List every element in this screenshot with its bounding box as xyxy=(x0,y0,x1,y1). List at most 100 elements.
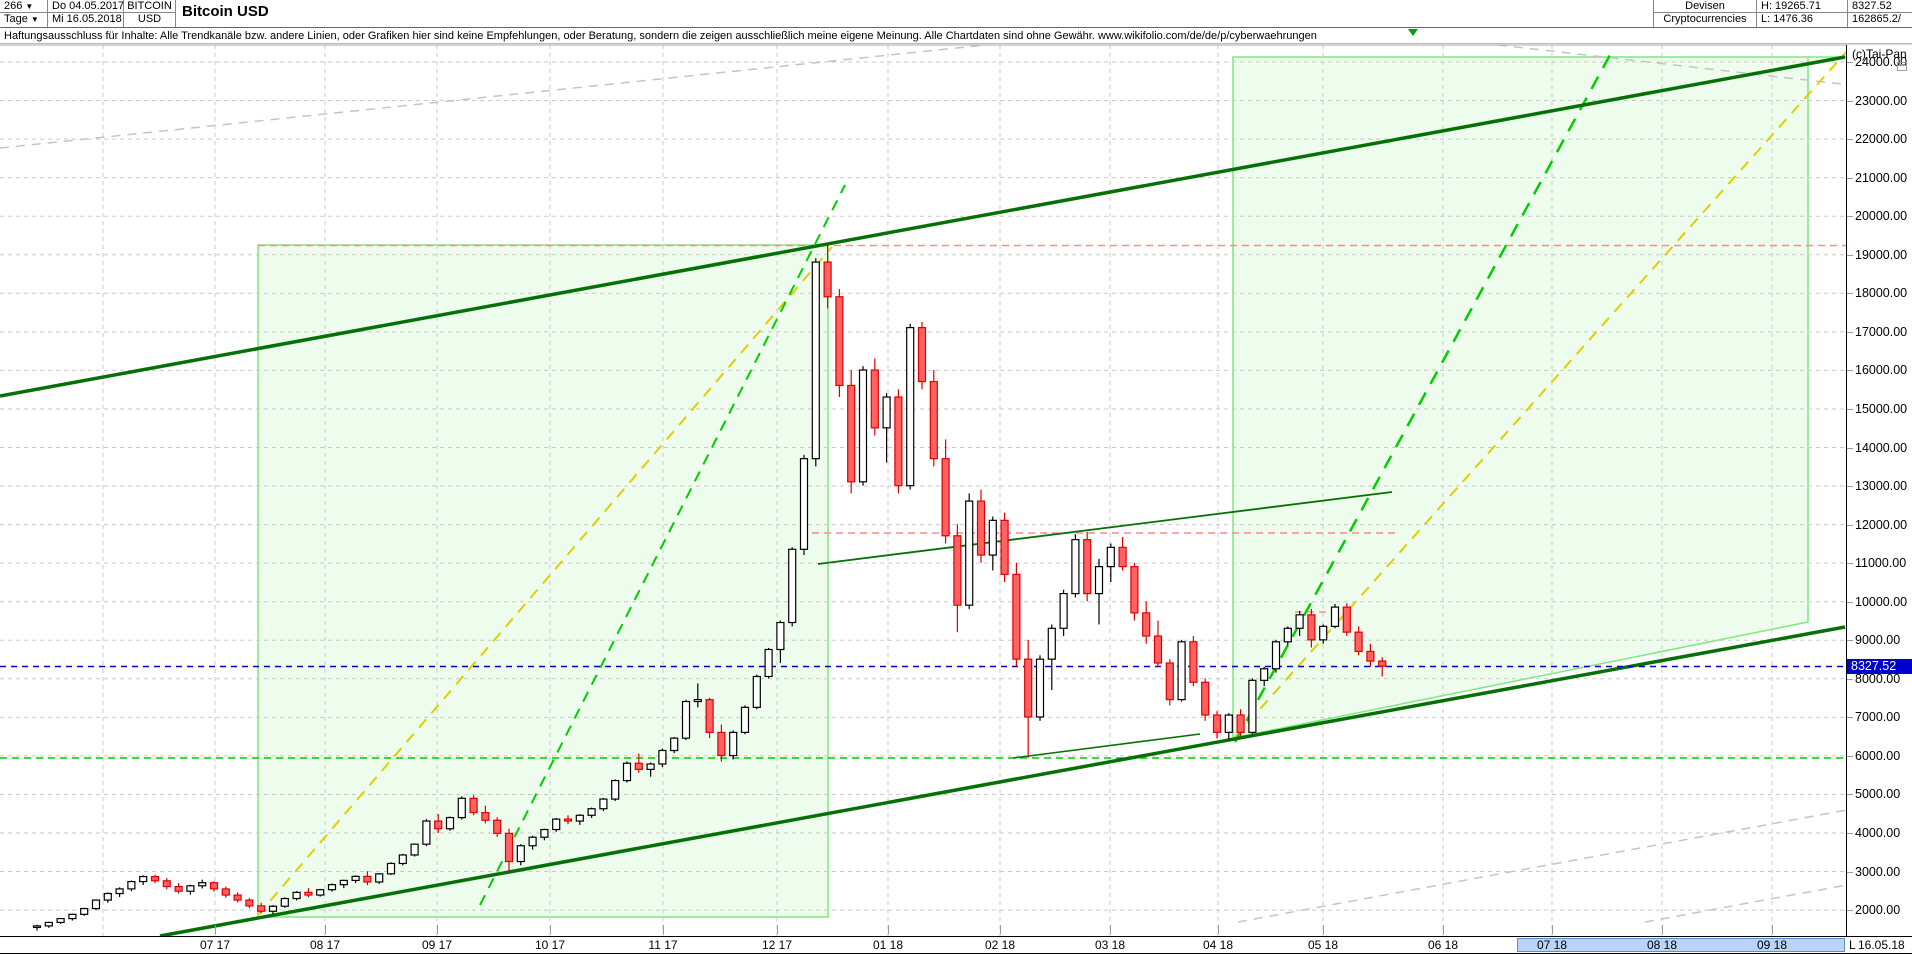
month-tick xyxy=(1443,925,1444,934)
currency-label: USD xyxy=(124,13,176,27)
date-from[interactable]: Do 04.05.2017 xyxy=(48,0,124,13)
trend-box xyxy=(1232,56,1809,739)
candle-body xyxy=(103,892,112,901)
month-label: 05 18 xyxy=(1307,938,1339,952)
price-scale-tick xyxy=(1847,254,1853,256)
green-steep-2017-line xyxy=(479,184,846,906)
candle-body xyxy=(292,891,301,900)
price-scale-tick xyxy=(1847,293,1853,295)
month-label: 07 17 xyxy=(199,938,231,952)
month-tick xyxy=(663,925,664,934)
candle-body xyxy=(1165,662,1174,701)
price-scale-tick xyxy=(1847,139,1853,141)
candle-body xyxy=(1047,627,1056,660)
price-scale-label: 20000.00 xyxy=(1855,209,1908,224)
candle-body xyxy=(764,648,773,678)
month-label: 09 18 xyxy=(1756,938,1788,952)
period-dropdown[interactable]: Tage ▼ xyxy=(0,13,48,27)
candle-body xyxy=(705,699,714,733)
candle-body xyxy=(1118,546,1127,568)
month-tick xyxy=(888,925,889,934)
month-tick xyxy=(777,925,778,934)
candle-body xyxy=(717,731,726,757)
candle-body xyxy=(563,818,573,822)
candle-body xyxy=(976,500,986,556)
month-label: 10 17 xyxy=(534,938,566,952)
price-scale-tick xyxy=(1847,871,1853,873)
candle-body xyxy=(835,296,844,387)
candle-body xyxy=(681,700,691,739)
candle-body xyxy=(304,891,313,896)
candle-body xyxy=(870,369,879,429)
time-axis[interactable]: L 16.05.18 07 17 08 17 09 17 10 17 11 17 12 1… xyxy=(0,925,1912,954)
price-scale-label: 9000.00 xyxy=(1855,633,1901,648)
price-scale-tick xyxy=(1847,62,1853,63)
candle-body xyxy=(481,811,490,821)
price-scale-label: 22000.00 xyxy=(1855,132,1908,147)
price-scale-tick xyxy=(1847,216,1853,218)
month-tick xyxy=(1218,925,1219,934)
month-tick xyxy=(1552,925,1553,934)
candle-body xyxy=(504,832,514,863)
price-scale-tick xyxy=(1847,100,1853,102)
candle-body xyxy=(257,905,266,912)
symbol-label: BITCOIN xyxy=(124,0,176,13)
price-scale[interactable]: 24000.00 23000.00 22000.00 21000.00 20000.00… xyxy=(1846,45,1912,936)
price-scale-label: 17000.00 xyxy=(1855,324,1908,339)
candle-body xyxy=(115,888,124,895)
disclaimer-text: Haftungsausschluss für Inhalte: Alle Tre… xyxy=(0,28,1912,44)
candle-body xyxy=(1142,612,1151,637)
candle-body xyxy=(162,880,171,888)
date-to[interactable]: Mi 16.05.2018 xyxy=(48,13,124,27)
candle-body xyxy=(316,889,325,896)
candle-body xyxy=(221,888,230,896)
price-scale-label: 16000.00 xyxy=(1855,363,1908,378)
candle-body xyxy=(91,899,101,910)
candle-body xyxy=(1295,614,1304,629)
price-scale-label: 21000.00 xyxy=(1855,170,1908,185)
candle-body xyxy=(280,897,289,907)
last-price-value: 8327.52 xyxy=(1848,0,1912,13)
candle-body xyxy=(693,699,702,703)
gray-channel-upper-line xyxy=(0,45,986,149)
month-tick xyxy=(1323,925,1324,934)
price-scale-label: 11000.00 xyxy=(1855,556,1907,571)
price-scale-tick xyxy=(1847,331,1853,333)
candle-body xyxy=(953,535,962,606)
candle-body xyxy=(1224,714,1233,733)
month-label: 06 18 xyxy=(1427,938,1459,952)
window-restore-icon[interactable] xyxy=(1897,62,1907,71)
candle-body xyxy=(1260,668,1269,681)
thin-green-lows-line xyxy=(1012,733,1201,759)
candle-body xyxy=(80,907,89,915)
high-value: H: 19265.71 xyxy=(1757,0,1848,13)
price-scale-label: 8000.00 xyxy=(1855,671,1901,686)
candle-body xyxy=(493,819,502,834)
candle-body xyxy=(186,885,195,892)
price-scale-label: 4000.00 xyxy=(1855,826,1901,840)
candle-body xyxy=(929,380,938,460)
candle-body xyxy=(1307,614,1316,641)
candle-body xyxy=(434,820,443,830)
price-scale-label: 10000.00 xyxy=(1855,594,1908,609)
candle-body xyxy=(776,621,785,651)
candle-body xyxy=(139,875,148,883)
price-scale-tick xyxy=(1847,910,1853,912)
candle-body xyxy=(1000,519,1009,575)
price-scale-tick xyxy=(1847,640,1853,642)
candle-body xyxy=(740,706,750,733)
header-bar: 266 ▼ Tage ▼ Do 04.05.2017 Mi 16.05.2018 B… xyxy=(0,0,1912,28)
bars-count-dropdown[interactable]: 266 ▼ xyxy=(0,0,48,13)
price-scale-label: 13000.00 xyxy=(1855,479,1908,494)
candle-body xyxy=(1059,593,1068,629)
candle-body xyxy=(752,675,761,708)
candle-body xyxy=(1071,539,1080,595)
month-tick xyxy=(325,925,326,934)
candle-body xyxy=(811,261,820,460)
price-scale-tick xyxy=(1847,447,1853,449)
candle-body xyxy=(469,797,478,814)
candle-body xyxy=(1342,606,1351,633)
candle-body xyxy=(1319,625,1328,641)
candle-body xyxy=(245,899,254,907)
